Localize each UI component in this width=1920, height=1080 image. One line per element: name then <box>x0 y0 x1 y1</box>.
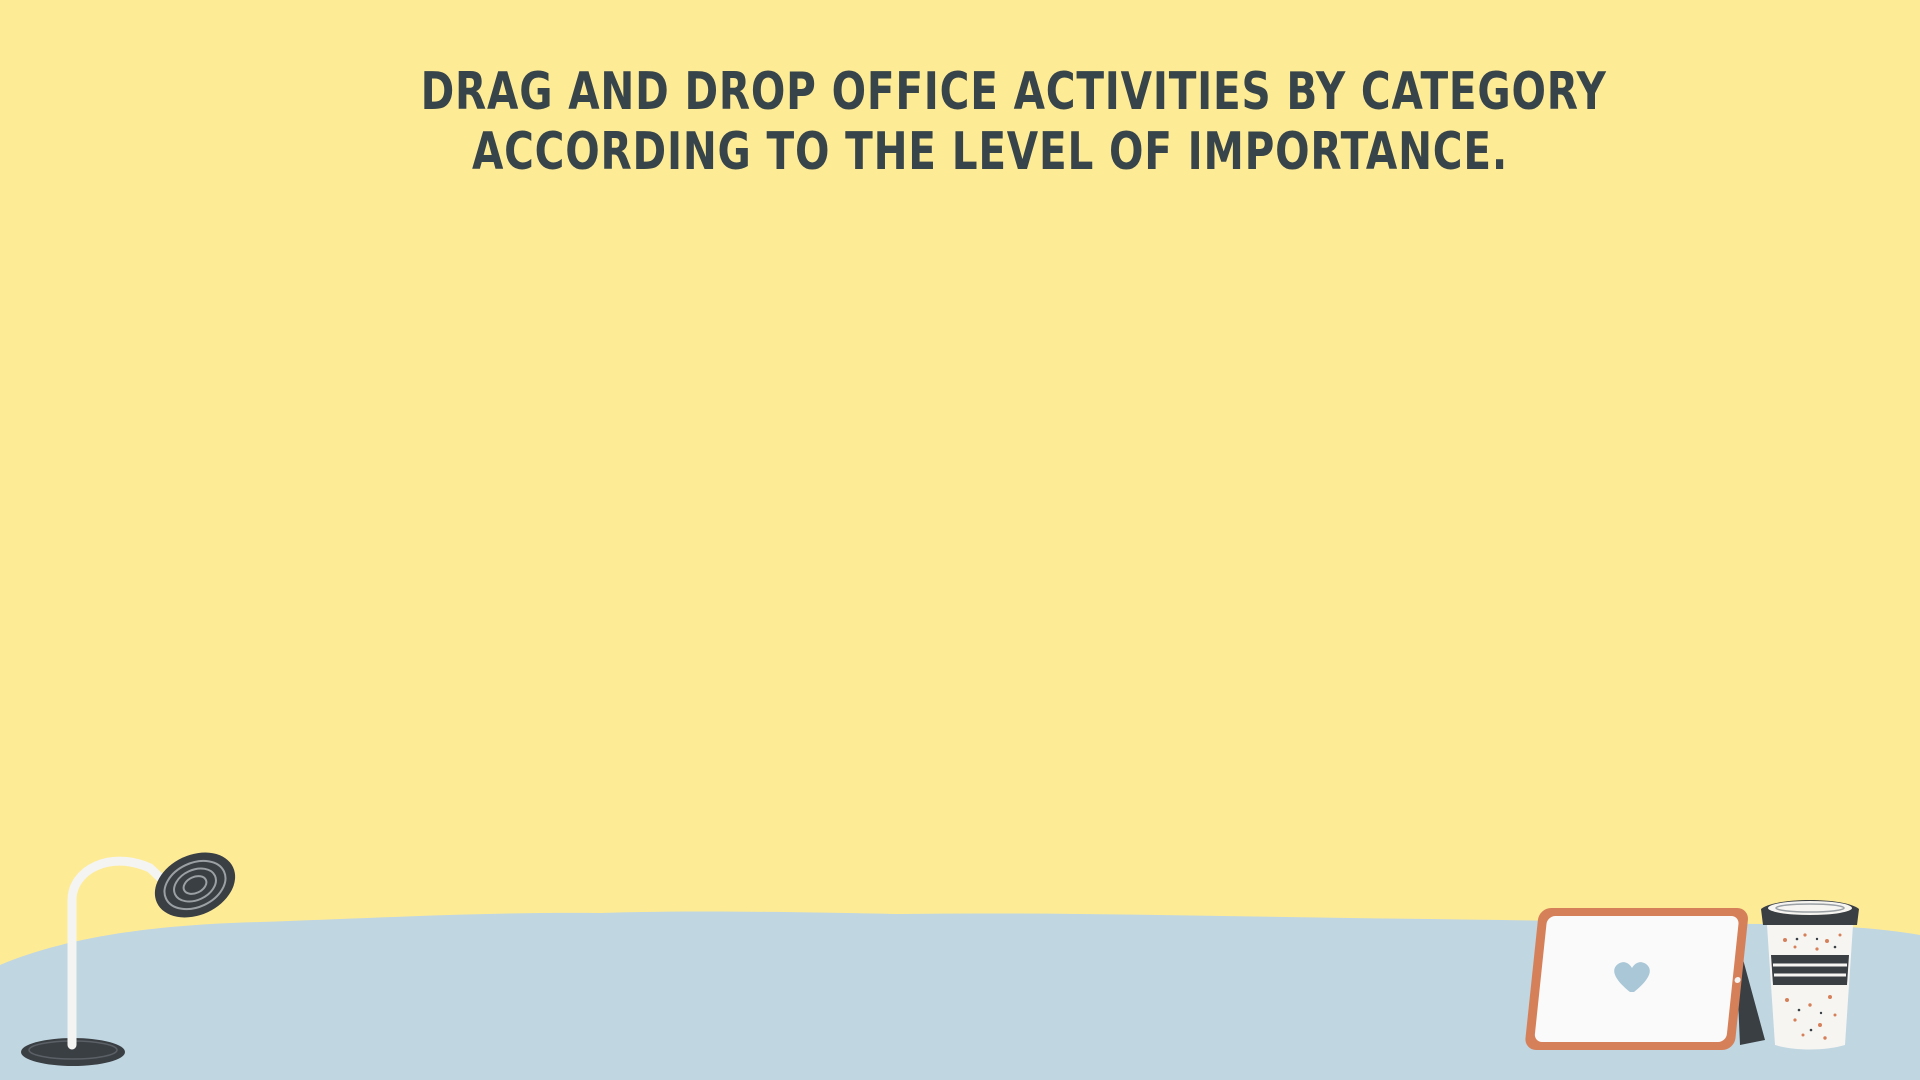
tablet-heart-icon <box>1525 908 1765 1050</box>
instruction-line-2: according to the level of importance. <box>471 122 1509 182</box>
desk-lamp-icon <box>21 852 236 1066</box>
coffee-cup-icon <box>1761 900 1859 1050</box>
instruction-title: Drag and drop office activities by categ… <box>420 62 1607 182</box>
instruction-line-1: Drag and drop office activities by categ… <box>420 62 1607 122</box>
